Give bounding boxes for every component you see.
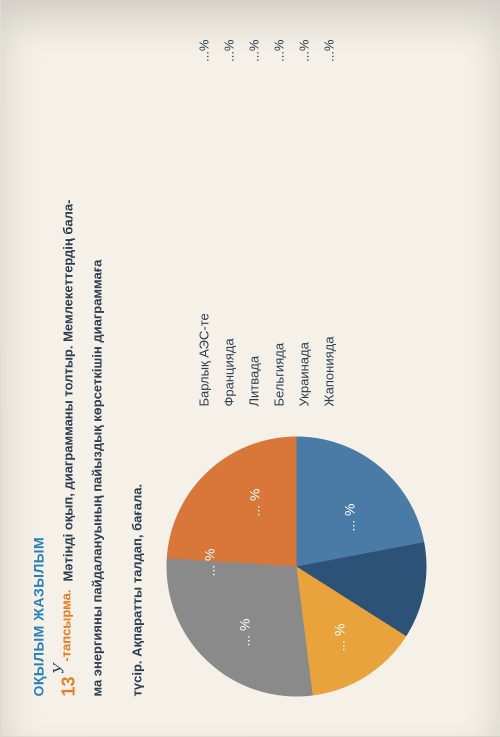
task-number: 13 <box>59 676 80 696</box>
legend-label: Бельгияда <box>272 82 287 407</box>
task-label: -тапсырма. <box>59 590 74 662</box>
slice-label-1: ... % <box>247 488 263 516</box>
legend-value: ...% <box>272 40 287 62</box>
legend-row: Украинада ...% <box>297 40 312 407</box>
legend-row: Бельгияда ...% <box>272 40 287 407</box>
legend-value: ...% <box>322 40 337 62</box>
legend-label: Жапонияда <box>322 82 337 407</box>
slice-label-3: ... % <box>237 618 253 646</box>
legend-label: Украинада <box>297 82 312 407</box>
slice-label-2: ... % <box>202 548 218 576</box>
legend-value: ...% <box>222 40 237 62</box>
legend-row: Жапонияда ...% <box>322 40 337 407</box>
task-text-line3: түсір. Ақпаратты талдап, бағала. <box>127 40 147 697</box>
legend-value: ...% <box>247 40 262 62</box>
task-text-line2: ма энергияны пайдалануының пайыздық көрс… <box>88 40 108 697</box>
legend-row: Францияда ...% <box>222 40 237 407</box>
content-area: ... % ... % ... % ... % ... % Барлық АЭС… <box>167 40 427 697</box>
section-header: ОҚЫЛЫМ ЖАЗЫЛЫМ <box>31 40 47 697</box>
slice-label-4: ... % <box>332 623 348 651</box>
textbook-page: ОҚЫЛЫМ ЖАЗЫЛЫМ 13 У -тапсырма. Мәтінді о… <box>1 0 500 737</box>
legend-label: Францияда <box>222 82 237 407</box>
task-text-line1: Мәтінді оқып, диаграмманы толтыр. Мемлек… <box>59 200 79 582</box>
slice-label-5: ... % <box>342 503 358 531</box>
legend-value: ...% <box>297 40 312 62</box>
legend-row: Литвада ...% <box>247 40 262 407</box>
handwritten-annotation: У <box>51 664 69 675</box>
pie-chart-container: ... % ... % ... % ... % ... % <box>167 437 427 697</box>
task-header-row: 13 У -тапсырма. Мәтінді оқып, диаграмман… <box>59 40 80 697</box>
legend-row: Барлық АЭС-те ...% <box>197 40 212 407</box>
legend-value: ...% <box>197 40 212 62</box>
legend-label: Литвада <box>247 82 262 407</box>
legend-list: Барлық АЭС-те ...% Францияда ...% Литвад… <box>167 40 427 407</box>
legend-label: Барлық АЭС-те <box>197 82 212 407</box>
